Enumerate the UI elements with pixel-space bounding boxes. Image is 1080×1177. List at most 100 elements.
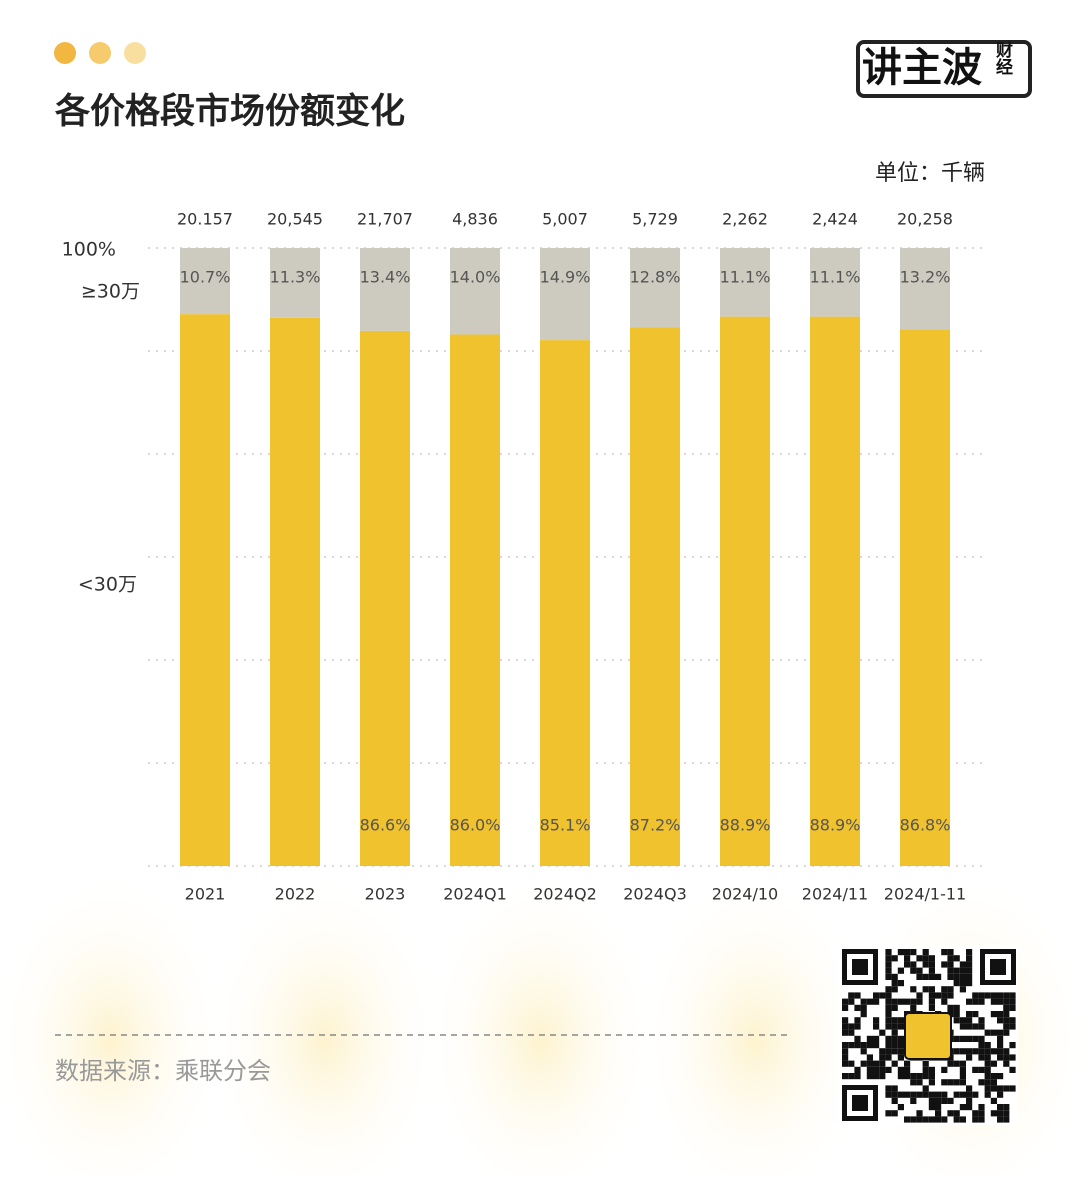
qr-dot	[947, 1079, 954, 1086]
bar-segment	[720, 248, 770, 317]
qr-dot	[978, 1066, 985, 1073]
qr-dot	[873, 992, 880, 999]
qr-dot	[922, 1060, 929, 1067]
total-label: 20.157	[177, 210, 233, 229]
qr-dot	[972, 1035, 979, 1042]
qr-dot	[972, 1048, 979, 1055]
qr-dot	[860, 1060, 867, 1067]
qr-dot	[990, 1029, 997, 1036]
qr-dot	[947, 1060, 954, 1067]
qr-dot	[966, 955, 973, 962]
qr-dot	[891, 1035, 898, 1042]
value-label: 85.1%	[540, 816, 591, 835]
bar-segment	[360, 330, 410, 866]
qr-dot	[1003, 1060, 1010, 1067]
value-label: 86.8%	[900, 816, 951, 835]
qr-dot	[860, 1004, 867, 1011]
qr-dot	[922, 1091, 929, 1098]
qr-dot	[941, 1091, 948, 1098]
qr-dot	[953, 1017, 960, 1024]
qr-dot	[897, 1023, 904, 1030]
qr-dot	[978, 1104, 985, 1111]
qr-dot	[928, 961, 935, 968]
qr-dot	[854, 1066, 861, 1073]
qr-dot	[953, 980, 960, 987]
qr-dot	[984, 1079, 991, 1086]
qr-dot	[1009, 1004, 1016, 1011]
qr-dot	[966, 998, 973, 1005]
qr-dot	[910, 949, 917, 956]
qr-dot	[941, 998, 948, 1005]
x-tick-label: 2024Q1	[443, 885, 507, 904]
qr-dot	[959, 1023, 966, 1030]
qr-dot	[879, 1066, 886, 1073]
qr-dot	[860, 1048, 867, 1055]
qr-dot	[959, 1017, 966, 1024]
qr-dot	[873, 1017, 880, 1024]
qr-dot	[904, 1066, 911, 1073]
qr-dot	[1003, 1104, 1010, 1111]
qr-dot	[916, 955, 923, 962]
qr-dot	[978, 1116, 985, 1123]
qr-dot	[928, 1004, 935, 1011]
bar-segment	[450, 334, 500, 866]
qr-dot	[984, 1085, 991, 1092]
qr-dot	[910, 1116, 917, 1123]
qr-dot	[873, 1060, 880, 1067]
qr-dot	[953, 1116, 960, 1123]
qr-dot	[959, 1066, 966, 1073]
qr-dot	[854, 1035, 861, 1042]
qr-dot	[897, 1091, 904, 1098]
qr-dot	[904, 955, 911, 962]
qr-dot	[866, 1073, 873, 1080]
qr-dot	[866, 998, 873, 1005]
qr-dot	[972, 1116, 979, 1123]
qr-dot	[904, 1060, 911, 1067]
qr-dot	[984, 1091, 991, 1098]
qr-dot	[947, 973, 954, 980]
qr-dot	[966, 1017, 973, 1024]
qr-dot	[941, 992, 948, 999]
qr-dot	[947, 1004, 954, 1011]
qr-dot	[860, 998, 867, 1005]
x-tick-label: 2024/11	[802, 885, 868, 904]
qr-dot	[947, 1097, 954, 1104]
qr-dot	[990, 1048, 997, 1055]
qr-dot	[1003, 1085, 1010, 1092]
qr-dot	[891, 1097, 898, 1104]
qr-dot	[879, 1029, 886, 1036]
qr-dot	[916, 967, 923, 974]
qr-dot	[897, 1042, 904, 1049]
qr-dot	[947, 949, 954, 956]
qr-dot	[984, 1060, 991, 1067]
total-label: 5,729	[632, 210, 678, 229]
qr-dot	[910, 998, 917, 1005]
qr-dot	[978, 1017, 985, 1024]
qr-dot	[935, 973, 942, 980]
qr-dot	[1009, 992, 1016, 999]
total-label: 5,007	[542, 210, 588, 229]
qr-dot	[842, 1004, 849, 1011]
bar-segment	[720, 316, 770, 866]
qr-dot	[928, 1091, 935, 1098]
qr-dot	[873, 1035, 880, 1042]
qr-dot	[904, 998, 911, 1005]
qr-dot	[854, 1042, 861, 1049]
value-label: 14.9%	[540, 268, 591, 287]
qr-dot	[953, 1004, 960, 1011]
x-tick-label: 2023	[365, 885, 406, 904]
value-label: 11.1%	[810, 268, 861, 287]
qr-dot	[885, 1035, 892, 1042]
bar-segment	[630, 248, 680, 328]
qr-dot	[891, 1060, 898, 1067]
qr-dot	[953, 967, 960, 974]
bar-segment	[540, 248, 590, 341]
qr-dot	[885, 1085, 892, 1092]
qr-dot	[978, 1048, 985, 1055]
qr-dot	[935, 1091, 942, 1098]
qr-dot	[873, 1073, 880, 1080]
qr-dot	[978, 1042, 985, 1049]
value-label: 13.2%	[900, 268, 951, 287]
qr-dot	[978, 998, 985, 1005]
qr-dot	[1009, 1066, 1016, 1073]
